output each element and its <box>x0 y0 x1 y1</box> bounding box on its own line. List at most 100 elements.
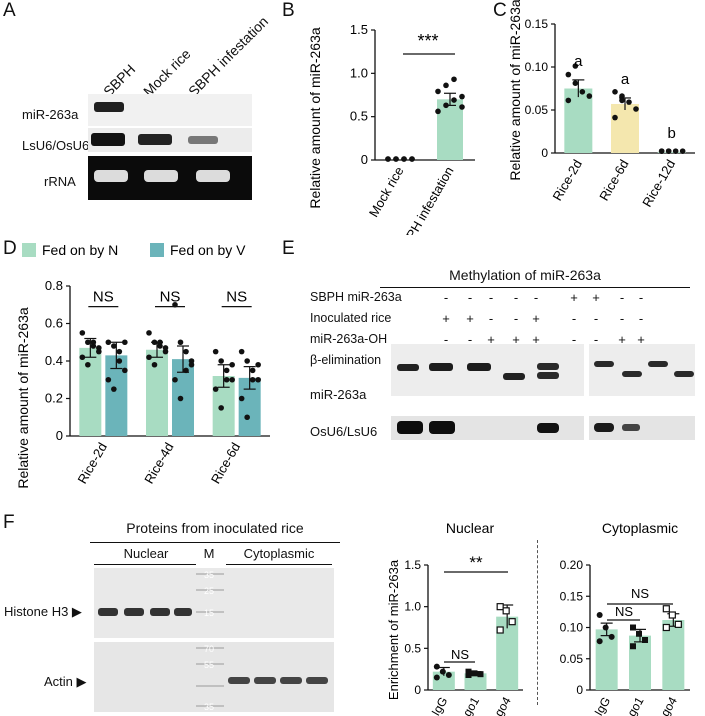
data-point <box>146 330 152 336</box>
data-point <box>218 358 224 364</box>
methylation-blot-image <box>391 344 695 440</box>
y-axis-label: Enrichment of miR-263a <box>386 559 401 700</box>
data-point <box>183 348 189 355</box>
stat-label: NS <box>451 647 469 662</box>
data-point <box>572 63 579 69</box>
condition-value: + <box>442 311 450 326</box>
y-tick-label: 0.05 <box>560 652 584 666</box>
data-point <box>602 624 609 631</box>
data-point <box>626 99 632 105</box>
row-label: miR-263a <box>22 107 79 122</box>
y-tick-label: 0 <box>56 428 63 443</box>
data-point <box>662 605 670 613</box>
data-point <box>183 367 189 374</box>
stat-label: NS <box>160 289 181 306</box>
x-tick-label: Rice-2d <box>75 440 110 486</box>
y-tick-label: 0.15 <box>560 589 584 603</box>
panel-f-blot: Proteins from inoculated rice Nuclear M … <box>0 512 350 716</box>
condition-value: - <box>619 311 625 326</box>
marker-label: 35 <box>204 702 214 712</box>
f-title-rule <box>90 542 340 543</box>
data-point <box>496 626 504 634</box>
x-tick-label: Ago1 <box>620 694 646 716</box>
data-point <box>85 361 91 368</box>
condition-value: - <box>593 332 599 347</box>
bar <box>595 629 618 690</box>
divider <box>537 540 538 705</box>
x-tick-label: Rice-6d <box>208 440 243 486</box>
x-tick-label: Rice-2d <box>550 157 585 203</box>
legend-label: Fed on by N <box>42 242 118 258</box>
panel-a-letter: A <box>3 0 16 21</box>
data-point <box>636 630 642 637</box>
x-tick-label: Ago4 <box>488 694 514 716</box>
lane-label: Mock rice <box>140 45 194 100</box>
data-point <box>665 148 672 154</box>
condition-value: + <box>592 290 600 305</box>
data-point <box>496 603 504 611</box>
data-point <box>409 156 415 162</box>
sig-letter: b <box>667 125 675 142</box>
y-axis-label: Relative amount of miR-263a <box>507 0 523 181</box>
condition-value: - <box>467 290 473 305</box>
bar <box>657 152 686 153</box>
data-point <box>608 633 615 640</box>
data-point <box>586 93 593 99</box>
data-point <box>85 339 91 346</box>
y-tick-label: 0.05 <box>525 103 549 117</box>
data-point <box>90 339 97 346</box>
panel-b-letter: B <box>282 0 295 21</box>
y-axis-label: Relative amount of miR-263a <box>15 307 31 489</box>
condition-value: - <box>619 290 625 305</box>
condition-value: + <box>512 332 520 347</box>
legend-label: Fed on by V <box>170 242 246 258</box>
data-point <box>633 106 639 112</box>
data-point <box>249 376 256 383</box>
data-point <box>223 376 230 383</box>
y-tick-label: 0.10 <box>525 60 549 74</box>
data-point <box>630 624 636 631</box>
condition-value: - <box>467 332 473 347</box>
panel-c-letter: C <box>493 0 507 21</box>
data-point <box>223 367 230 374</box>
condition-value: + <box>637 332 645 347</box>
stat-label: ** <box>469 553 483 572</box>
data-point <box>116 348 123 355</box>
data-point <box>238 348 245 355</box>
data-point <box>619 97 625 104</box>
y-tick-label: 0.8 <box>45 278 63 293</box>
y-tick-label: 0 <box>414 683 421 697</box>
y-tick-label: 0.10 <box>560 621 584 635</box>
x-tick-label: Mock rice <box>366 164 407 220</box>
x-tick-label: Rice-4d <box>141 440 176 486</box>
data-point <box>439 668 446 675</box>
data-point <box>249 367 256 374</box>
y-axis-label: Relative amount of miR-263a <box>307 27 323 209</box>
chart-f-cytoplasmic: Cytoplasmic 0 0.05 0.10 0.15 0.20 IgG Ago1 Ago4… <box>560 520 690 716</box>
bar <box>238 377 261 436</box>
data-point <box>116 358 123 364</box>
y-tick-label: 0.4 <box>45 353 63 368</box>
condition-value: + <box>487 332 495 347</box>
condition-value: + <box>570 290 578 305</box>
marker-label: 35 <box>204 570 214 580</box>
x-tick-label: Ago1 <box>456 694 482 716</box>
data-point <box>433 663 440 670</box>
condition-value: + <box>532 311 540 326</box>
marker-label: 15 <box>204 608 214 618</box>
data-point <box>435 88 441 95</box>
data-point <box>662 623 670 632</box>
condition-value: - <box>638 290 644 305</box>
group-rule <box>94 564 196 565</box>
data-point <box>188 361 195 368</box>
data-point <box>244 414 250 421</box>
data-point <box>212 348 219 355</box>
data-point <box>672 148 679 154</box>
chart-c: Relative amount of miR-263a 0 0.05 0.10 0.1… <box>507 0 695 210</box>
row-label: Actin ▶ <box>44 674 87 689</box>
f-blot-title: Proteins from inoculated rice <box>126 520 304 536</box>
data-point <box>612 89 618 95</box>
data-point <box>451 76 457 83</box>
data-point <box>393 156 399 162</box>
condition-label: SBPH miR-263a <box>310 290 402 304</box>
